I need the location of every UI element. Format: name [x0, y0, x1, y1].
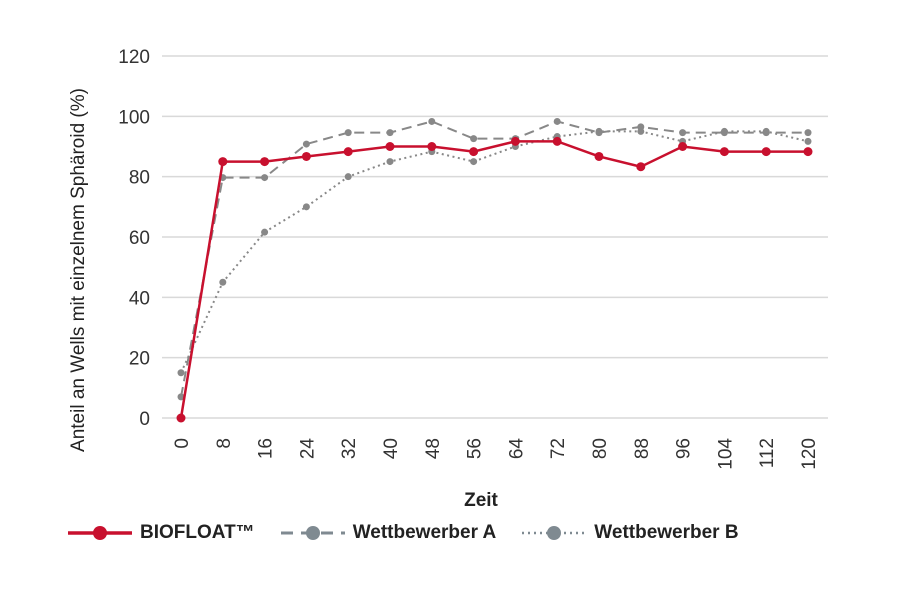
point-wettbewerber-b-24	[302, 203, 310, 211]
legend-label-wettbewerber-b: Wettbewerber B	[594, 522, 739, 543]
gridlines	[162, 55, 828, 419]
series-lines	[176, 117, 813, 423]
point-biofloat-96	[678, 142, 688, 151]
x-tick-label-8: 8	[214, 438, 235, 449]
point-wettbewerber-a-32	[344, 129, 352, 137]
x-tick-label-80: 80	[590, 438, 611, 459]
series-line-biofloat	[179, 140, 808, 419]
point-wettbewerber-a-88	[637, 123, 645, 131]
point-wettbewerber-b-40	[386, 158, 394, 166]
y-tick-labels: 0 20 40 60 80 100 120	[118, 47, 150, 430]
point-wettbewerber-a-112	[762, 129, 770, 137]
x-tick-label-64: 64	[506, 438, 527, 460]
legend-item-wettbewerber-b: Wettbewerber B	[522, 522, 739, 544]
y-tick-label-40: 40	[129, 288, 150, 309]
point-biofloat-24	[301, 151, 311, 161]
point-biofloat-48	[427, 142, 437, 151]
point-wettbewerber-a-96	[679, 129, 687, 137]
y-tick-label-100: 100	[118, 107, 150, 128]
y-tick-label-60: 60	[129, 228, 150, 249]
point-biofloat-40	[385, 142, 395, 151]
point-biofloat-104	[719, 147, 729, 157]
point-wettbewerber-b-8	[219, 278, 227, 286]
point-wettbewerber-a-40	[386, 129, 394, 137]
point-wettbewerber-b-16	[261, 228, 269, 236]
series-wettbewerber-a	[177, 117, 812, 401]
legend: BIOFLOAT™ Wettbewerber A Wettbewerber B	[68, 522, 765, 544]
x-tick-label-48: 48	[423, 438, 444, 459]
x-tick-label-112: 112	[757, 438, 778, 468]
x-tick-label-56: 56	[465, 438, 486, 459]
x-tick-label-104: 104	[715, 438, 736, 470]
point-biofloat-80	[594, 151, 604, 161]
series-biofloat	[176, 136, 813, 423]
point-wettbewerber-b-120	[804, 137, 812, 145]
point-biofloat-32	[343, 147, 353, 157]
x-tick-labels: 0 8 16 24 32 40 48 56 64 72 80 88 96 104 112 120	[172, 438, 820, 470]
x-tick-label-96: 96	[674, 438, 695, 459]
legend-item-biofloat: BIOFLOAT™	[68, 522, 255, 544]
y-tick-label-120: 120	[118, 47, 150, 68]
point-biofloat-56	[469, 147, 479, 157]
legend-label-wettbewerber-a: Wettbewerber A	[352, 522, 497, 543]
legend-item-wettbewerber-a: Wettbewerber A	[280, 522, 497, 544]
y-tick-label-0: 0	[139, 409, 150, 430]
point-wettbewerber-a-120	[804, 129, 812, 137]
x-axis-title: Zeit	[464, 490, 498, 511]
legend-marker-biofloat	[68, 526, 132, 540]
legend-marker-wettbewerber-a	[280, 526, 345, 540]
x-tick-label-0: 0	[172, 438, 193, 449]
point-biofloat-112	[761, 147, 771, 157]
point-wettbewerber-a-0	[177, 393, 185, 401]
x-tick-label-72: 72	[548, 438, 569, 459]
point-biofloat-64	[510, 136, 520, 146]
legend-marker-wettbewerber-b	[522, 526, 587, 540]
legend-label-biofloat: BIOFLOAT™	[140, 522, 255, 543]
x-tick-label-120: 120	[799, 438, 820, 470]
y-tick-label-20: 20	[129, 349, 150, 370]
point-wettbewerber-b-56	[470, 158, 478, 166]
y-tick-label-80: 80	[129, 168, 150, 189]
point-wettbewerber-b-0	[177, 369, 185, 377]
series-line-wettbewerber-a	[180, 120, 808, 398]
point-biofloat-72	[552, 136, 562, 146]
point-biofloat-88	[636, 162, 646, 172]
point-biofloat-0	[176, 413, 186, 423]
point-wettbewerber-a-16	[261, 174, 269, 182]
x-tick-label-24: 24	[297, 438, 318, 460]
point-wettbewerber-a-104	[720, 129, 728, 137]
series-line-wettbewerber-b	[180, 130, 809, 374]
x-tick-label-16: 16	[256, 438, 277, 459]
x-tick-label-88: 88	[632, 438, 653, 459]
point-wettbewerber-a-48	[428, 117, 436, 125]
series-wettbewerber-b	[177, 127, 812, 377]
point-wettbewerber-a-24	[302, 140, 310, 148]
x-tick-label-40: 40	[381, 438, 402, 459]
point-biofloat-16	[260, 157, 270, 167]
point-wettbewerber-a-80	[595, 129, 603, 137]
point-biofloat-120	[803, 147, 813, 157]
point-biofloat-8	[218, 157, 228, 167]
y-axis-title: Anteil an Wells mit einzelnem Sphäroid (…	[68, 88, 89, 452]
point-wettbewerber-a-72	[553, 117, 561, 125]
point-wettbewerber-a-56	[470, 135, 478, 143]
point-wettbewerber-b-32	[344, 173, 352, 181]
x-tick-label-32: 32	[339, 438, 360, 459]
